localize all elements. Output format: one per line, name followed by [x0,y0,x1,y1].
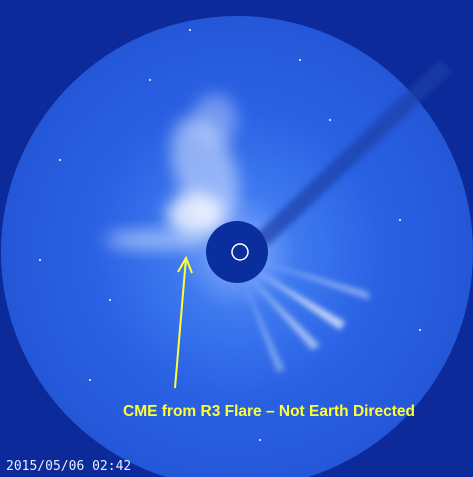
annotation: CME from R3 Flare – Not Earth Directed [123,403,415,420]
page: CME from R3 Flare – Not Earth Directed 2… [0,0,473,477]
timestamp: 2015/05/06 02:42 [6,459,131,474]
occulter [206,221,268,283]
coronagraph-image: CME from R3 Flare – Not Earth Directed 2… [0,0,473,477]
